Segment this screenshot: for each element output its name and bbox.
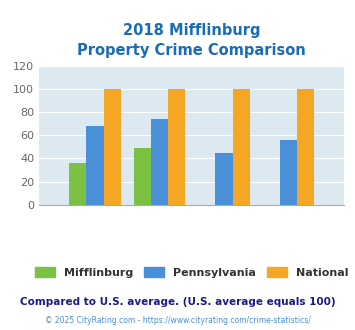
Bar (151, 119, 168, 205)
Bar (168, 89, 185, 205)
Bar (215, 152, 233, 205)
Bar (86, 126, 104, 205)
Title: 2018 Mifflinburg
Property Crime Comparison: 2018 Mifflinburg Property Crime Comparis… (77, 23, 306, 58)
Legend: Mifflinburg, Pennsylvania, National: Mifflinburg, Pennsylvania, National (31, 263, 353, 282)
Bar (69, 163, 86, 205)
Bar (297, 89, 314, 205)
Bar (233, 89, 250, 205)
Bar (104, 89, 121, 205)
Text: Compared to U.S. average. (U.S. average equals 100): Compared to U.S. average. (U.S. average … (20, 297, 335, 307)
Text: © 2025 CityRating.com - https://www.cityrating.com/crime-statistics/: © 2025 CityRating.com - https://www.city… (45, 316, 310, 325)
Bar (280, 140, 297, 205)
Bar (133, 148, 151, 205)
